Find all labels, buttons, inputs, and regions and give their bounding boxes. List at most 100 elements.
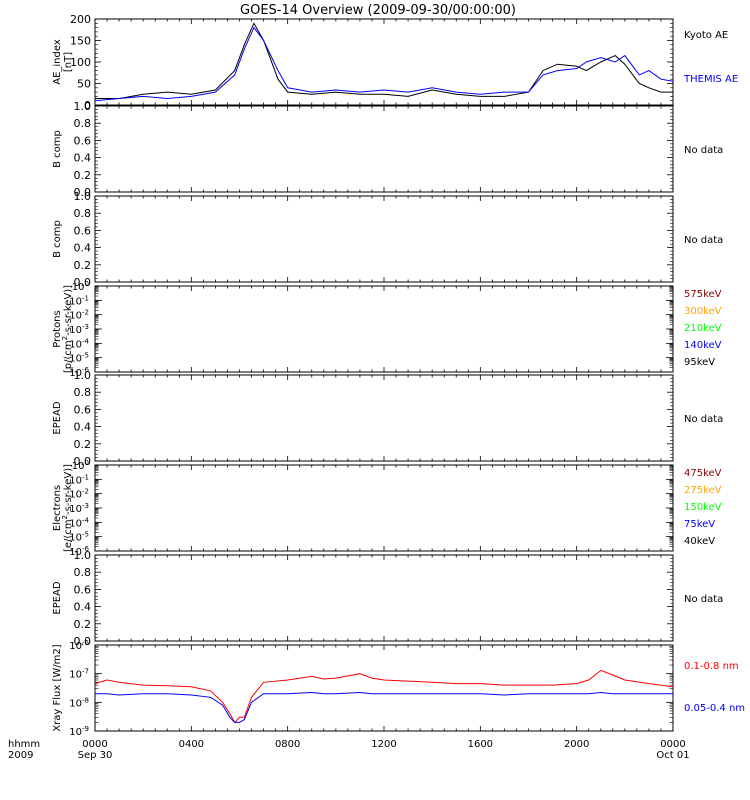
panel-2-ytick-label: 1.0 (74, 190, 92, 203)
panel-6-ytick-label: 1.0 (74, 549, 92, 562)
time-tick-label-3: 1200 (371, 739, 396, 750)
panel-0-series-1-line (94, 26, 674, 102)
panel-0-ytick-label: 50 (77, 78, 91, 91)
panel-7-ylabel-line-0: Xray Flux [W/m2] (52, 644, 63, 731)
panel-1-ytick-label: 0.6 (74, 134, 92, 147)
panel-4-ytick-label: 0.0 (74, 455, 92, 468)
panel-0-ylabel-line-0: AE_index (52, 39, 63, 85)
time-tick-label-0: 0000 (82, 739, 107, 750)
panel-5-ytick-label: 10-6 (69, 545, 89, 558)
panel-3-legend-2: 210keV (684, 323, 722, 334)
panel-1-ytick-label: 0.4 (74, 152, 92, 165)
time-tick-label-6: 0000 (660, 739, 685, 750)
panel-2-ytick-label: 0.6 (74, 224, 92, 237)
panel-5-ylabel-line-0: Electrons (52, 485, 63, 531)
panel-0-ytick-label: 200 (70, 13, 91, 26)
time-tick-label-1: 0400 (179, 739, 204, 750)
panel-1-ytick-label: 0.8 (74, 117, 92, 130)
panel-4-frame (94, 374, 674, 462)
panel-4-ytick-label: 0.6 (74, 403, 92, 416)
panel-2-ytick-label: 0.2 (74, 259, 92, 272)
panel-3-ytick-label: 10-4 (69, 337, 89, 350)
panel-5-legend-1: 275keV (684, 485, 722, 496)
panel-2-frame (94, 195, 674, 283)
panel-7-ytick-label: 10-6 (69, 639, 89, 652)
panel-7-frame (94, 644, 674, 732)
panel-2-ytick-label: 0.8 (74, 207, 92, 220)
panel-5-legend-0: 475keV (684, 468, 722, 479)
panel-0-legend-1: THEMIS AE (683, 74, 738, 85)
panel-6-status: No data (684, 594, 723, 605)
panel-1-ytick-label: 0.0 (74, 186, 92, 199)
panel-3-ytick-label: 10-3 (69, 323, 89, 336)
panel-4-ytick-label: 0.2 (74, 438, 92, 451)
panel-2-ytick-label: 0.0 (74, 276, 92, 289)
panel-0-ytick-label: 100 (70, 56, 91, 69)
panel-1-ytick-label: 0.2 (74, 169, 92, 182)
time-axis-left-label-0: hhmm (8, 739, 40, 750)
panel-3-ytick-label: 10-1 (69, 294, 89, 307)
panel-7-series-0-line (94, 669, 674, 724)
panel-7-ytick-label: 10-9 (69, 725, 89, 738)
panel-0-ytick-label: 0 (84, 99, 91, 112)
panel-1-ylabel-line-0: B comp (52, 130, 63, 168)
panel-2-status: No data (684, 235, 723, 246)
panel-5-ytick-label: 10-5 (69, 531, 89, 544)
time-tick-sublabel-0: Sep 30 (78, 750, 113, 761)
panel-2-ylabel-line-0: B comp (52, 220, 63, 258)
panel-0-ylabel-line-1: [nT] (63, 52, 74, 72)
panel-2: 0.0 0.2 0.4 0.6 0.8 1.0 B comp No data (52, 190, 723, 289)
panel-4: 0.0 0.2 0.4 0.6 0.8 1.0 EPEAD No data (52, 369, 723, 468)
panel-1-ytick-label: 1.0 (74, 100, 92, 113)
panel-6-ylabel-line-0: EPEAD (52, 581, 63, 615)
panel-0: 0 50 100 150 200 AE_index [nT] Kyoto AE THEMIS A… (52, 13, 738, 112)
panel-5-ytick-label: 10-2 (69, 488, 89, 501)
panel-7-ytick-label: 10-8 (69, 696, 89, 709)
panel-5-legend-2: 150keV (684, 502, 722, 513)
panel-2-ytick-label: 0.4 (74, 242, 92, 255)
panel-4-ylabel-line-0: EPEAD (52, 401, 63, 435)
panel-6-ytick-label: 0.6 (74, 583, 92, 596)
panel-0-legend-0: Kyoto AE (684, 30, 728, 41)
panel-0-series-0-line (95, 22, 673, 99)
panel-7-series-1-line (95, 691, 673, 723)
panel-3-ytick-label: 10-5 (69, 352, 89, 365)
time-axis-left-label-1: 2009 (8, 750, 33, 761)
panel-5-legend-3: 75keV (684, 519, 715, 530)
time-tick-label-2: 0800 (275, 739, 300, 750)
panel-3-legend-4: 95keV (684, 357, 715, 368)
panel-1: 0.0 0.2 0.4 0.6 0.8 1.0 B comp No data (52, 100, 723, 199)
panel-0-ytick-label: 150 (70, 35, 91, 48)
panel-1-frame (94, 105, 674, 193)
panel-3-legend-3: 140keV (684, 340, 722, 351)
panel-5-ytick-label: 10-1 (69, 473, 89, 486)
panel-4-ytick-label: 1.0 (74, 369, 92, 382)
panel-1-status: No data (684, 145, 723, 156)
panel-6: 0.0 0.2 0.4 0.6 0.8 1.0 EPEAD No data (52, 549, 723, 648)
panel-5-ytick-label: 10-4 (69, 516, 89, 529)
time-tick-label-5: 2000 (564, 739, 589, 750)
panel-3-ylabel-line-1: [p/(cm2-s-sr-keV)] (61, 285, 74, 373)
time-tick-label-4: 1600 (468, 739, 493, 750)
panel-6-frame (94, 554, 674, 642)
panel-5-ytick-label: 10-3 (69, 502, 89, 515)
panel-7-ytick-label: 10-7 (69, 668, 89, 681)
panel-6-ytick-label: 0.2 (74, 618, 92, 631)
panel-5-frame (94, 464, 674, 552)
panel-7: 10-9 10-8 10-7 10-6 Xray Flux [W/m2] 0.1-0.8 … (52, 639, 745, 738)
panel-7-legend-1: 0.05-0.4 nm (684, 703, 745, 714)
panel-3-legend-1: 300keV (684, 306, 722, 317)
time-tick-sublabel-6: Oct 01 (656, 750, 689, 761)
panel-4-status: No data (684, 414, 723, 425)
panel-3-ytick-label: 10-2 (69, 309, 89, 322)
panel-3-ytick-label: 100 (72, 280, 89, 293)
panel-6-ytick-label: 0.8 (74, 566, 92, 579)
panel-6-ytick-label: 0.0 (74, 635, 92, 648)
panel-6-ytick-label: 0.4 (74, 601, 92, 614)
panel-3-frame (94, 285, 674, 373)
panel-4-ytick-label: 0.4 (74, 421, 92, 434)
panel-4-ytick-label: 0.8 (74, 386, 92, 399)
